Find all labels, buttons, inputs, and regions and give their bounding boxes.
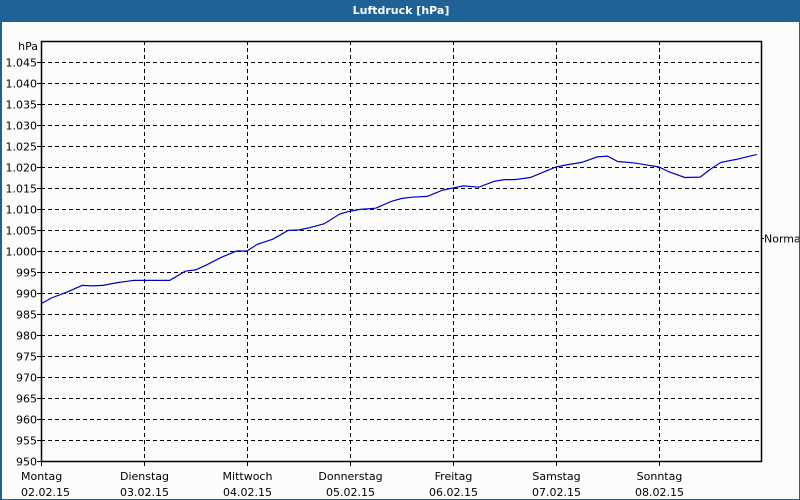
y-tick-label: 1.010 — [6, 204, 38, 217]
x-tick-day-label: Montag — [21, 470, 62, 483]
x-tick-day-label: Sonntag — [637, 470, 683, 483]
x-tick-day-label: Dienstag — [120, 470, 169, 483]
x-tick-date-label: 05.02.15 — [326, 486, 375, 499]
normal-annotation: Normal — [761, 233, 799, 246]
x-tick-date-label: 03.02.15 — [120, 486, 169, 499]
x-tick-date-label: 07.02.15 — [532, 486, 581, 499]
y-tick-label: 995 — [16, 267, 37, 280]
window-title: Luftdruck [hPa] — [1, 1, 800, 22]
y-tick-label: 955 — [16, 435, 37, 448]
y-tick-label: 1.025 — [6, 141, 38, 154]
y-axis-unit-label: hPa — [18, 40, 38, 53]
pressure-series-line — [40, 153, 758, 305]
y-tick-label: 990 — [16, 288, 37, 301]
y-tick-label: 1.030 — [6, 120, 38, 133]
y-tick-label: 965 — [16, 393, 37, 406]
x-tick-date-label: 04.02.15 — [223, 486, 272, 499]
y-tick-label: 950 — [16, 456, 37, 469]
chart-grid — [41, 41, 761, 461]
x-tick-day-label: Mittwoch — [223, 470, 273, 483]
y-tick-label: 970 — [16, 372, 37, 385]
pressure-line-chart: 950 955 960 965 970 975 980 985 990 995 1.000 1.005… — [6, 40, 800, 499]
x-tick-date-label: 06.02.15 — [429, 486, 478, 499]
y-tick-label: 1.045 — [6, 57, 38, 70]
chart-panel: 950 955 960 965 970 975 980 985 990 995 1.000 1.005… — [2, 22, 799, 499]
y-tick-label: 1.020 — [6, 162, 38, 175]
y-tick-label: 1.035 — [6, 99, 38, 112]
x-tick-date-label: 02.02.15 — [21, 486, 70, 499]
y-tick-label: 980 — [16, 330, 37, 343]
y-tick-label: 1.015 — [6, 183, 38, 196]
y-axis: 950 955 960 965 970 975 980 985 990 995 1.000 1.005… — [6, 57, 41, 469]
x-tick-date-label: 08.02.15 — [635, 486, 684, 499]
y-tick-label: 975 — [16, 351, 37, 364]
y-tick-label: 985 — [16, 309, 37, 322]
x-axis: Montag 02.02.15 Dienstag 03.02.15 Mittwoch 04… — [21, 461, 684, 499]
x-tick-day-label: Freitag — [435, 470, 473, 483]
y-tick-label: 1.000 — [6, 246, 38, 259]
x-tick-day-label: Donnerstag — [318, 470, 382, 483]
y-tick-label: 960 — [16, 414, 37, 427]
y-tick-label: 1.040 — [6, 78, 38, 91]
x-tick-day-label: Samstag — [532, 470, 580, 483]
y-tick-label: 1.005 — [6, 225, 38, 238]
normal-label: Normal — [764, 233, 799, 246]
plot-frame — [40, 40, 763, 463]
